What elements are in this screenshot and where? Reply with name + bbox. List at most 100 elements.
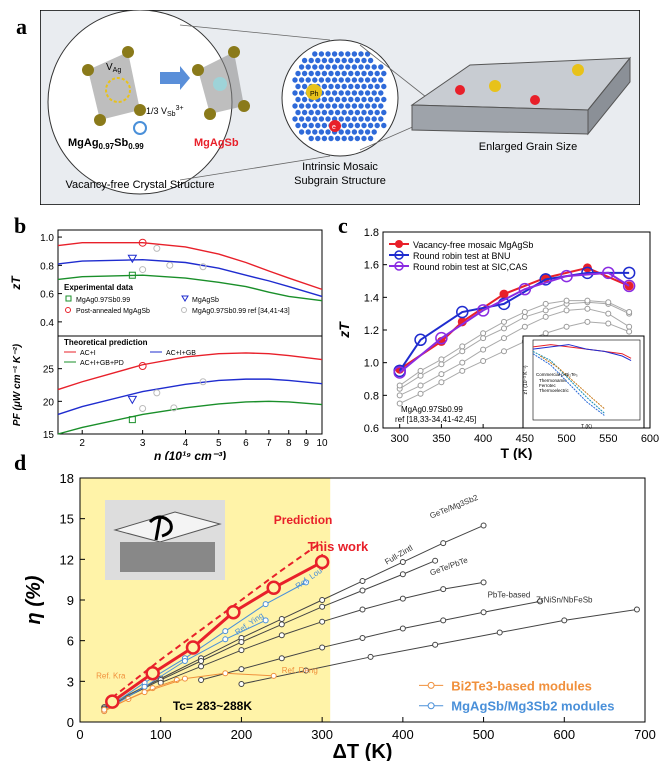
grain-dot [364,116,371,122]
ref-point [359,587,366,594]
grain-dot [364,90,371,96]
panel-c-label: c [338,213,348,238]
grain-dot [298,64,305,70]
sb-vacancy-marker [133,121,147,135]
data-point [127,254,138,264]
grain-dot [358,77,364,83]
grain-dot [358,51,364,57]
data-point [170,404,178,412]
legend-text: Round robin test at BNU [413,251,511,261]
ref-point [561,617,568,624]
grain-dot [374,96,380,103]
grain-dot [334,70,341,77]
grain-dot [381,96,387,103]
gray-point [500,325,507,332]
data-point [153,389,161,397]
legend-marker [65,307,71,313]
grain-dot [308,122,314,129]
gray-point [542,300,549,307]
panel-b-label: b [14,213,27,238]
module-symbol [148,515,173,541]
grain-dot [338,64,344,70]
legend-text: MgAgSb [192,297,219,304]
y-tick-label: 1.0 [40,233,54,244]
grain-dot [378,103,384,109]
phonon-icon [572,64,584,76]
x-tick-label: 500 [557,433,575,445]
formula-left: MgAg0.97Sb0.99 [68,137,144,151]
gray-series-line [399,301,630,390]
data-point [435,331,448,345]
grain-dot [321,57,328,64]
ref-label: Ref. Kra [96,672,126,681]
grain-dot [381,83,387,90]
inset-legend-title: Commercial p-Bi₂Te₃ [536,372,578,377]
y-tick-label: 15 [60,512,74,527]
legend-marker [395,240,403,248]
series-line-purple [399,271,630,374]
legend-text: MgAgSb/Mg3Sb2 modules [451,699,614,714]
data-point [539,273,552,286]
grain-dot [345,51,351,57]
grain-dot [348,109,354,116]
ref-point [141,689,148,696]
grain-dot [334,57,341,64]
grain-dot [331,90,338,96]
data-point [499,289,509,299]
ref-point [399,625,406,632]
x-tick-label: 500 [473,727,495,742]
grain-dot [364,103,371,109]
ref-point [198,658,205,664]
legend-text: Post-annealed MgAgSb [76,308,150,315]
chart-c: 300 350 400 450 500 550 600 0.6 0.8 1.0 1.2 1.4 1.6 1… [336,227,659,460]
ref-point [480,579,487,586]
gray-point [459,367,466,374]
this-work-point [314,554,330,570]
gray-series-line [399,300,630,386]
data-point [138,238,147,247]
grain-dot [331,64,338,70]
data-point [139,405,147,413]
grain-dot [371,64,377,70]
grain-dot [312,129,318,135]
grain-dot [345,77,351,83]
legend-text: Bi2Te3-based modules [451,678,592,693]
ref-point [278,621,285,628]
data-point [128,416,136,424]
gray-point [584,305,591,312]
grain-dot [354,96,361,103]
gray-series-line [399,308,630,396]
grain-dot [334,135,341,142]
grain-dot [308,57,314,64]
grain-dot [298,103,305,109]
grain-dot [321,122,328,129]
grain-dot [345,90,351,96]
series-line-blue [57,378,323,416]
gray-point [500,318,507,325]
grain-dot [371,90,377,96]
ref-point [238,639,245,646]
this-work-point [145,665,160,681]
gray-point [605,299,612,306]
grain-dot [381,122,387,129]
grain-dot [295,83,301,90]
grain-dot [371,103,377,109]
grain-dot [345,116,351,122]
grain-dot [374,122,380,129]
grain-dot [338,77,344,83]
gray-point [438,356,445,363]
ref-point [440,586,447,593]
phonon-icon [489,80,501,92]
grain-dot [301,96,308,103]
ref-label: ZrNiSn/NbFeSb [536,596,593,605]
grain-slab-side [587,56,631,136]
this-work-point [266,580,281,596]
grain-dot [328,83,334,90]
ref-point [198,663,205,670]
ref-point [399,595,406,602]
gray-point [542,313,549,320]
x-tick-label: 100 [150,727,172,742]
x-tick-label: 10 [316,438,328,449]
grain-dot [378,77,384,83]
y-tick-label: 15 [43,430,55,441]
